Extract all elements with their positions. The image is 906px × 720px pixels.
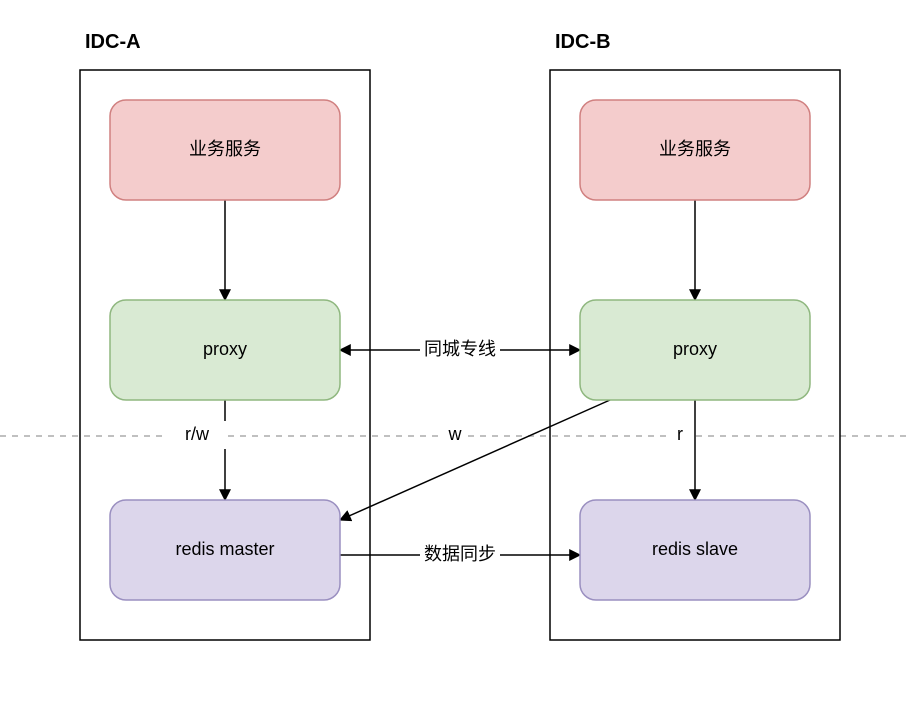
edge-label-proxy-b-redis-a: w: [448, 424, 463, 444]
node-label-redis-b: redis slave: [652, 539, 738, 559]
edge-proxy-b-redis-a: [340, 400, 610, 520]
node-label-biz-b: 业务服务: [659, 139, 731, 159]
container-title-idc-a: IDC-A: [85, 31, 141, 53]
architecture-diagram: IDC-A IDC-B 业务服务 proxy redis master 业务服务 prox…: [0, 0, 906, 720]
edge-label-proxy-a-proxy-b: 同城专线: [424, 339, 496, 359]
node-label-proxy-a: proxy: [203, 339, 247, 359]
edge-label-redis-a-redis-b: 数据同步: [424, 544, 496, 564]
node-label-biz-a: 业务服务: [189, 139, 261, 159]
edge-label-proxy-a-redis-a: r/w: [185, 424, 210, 444]
node-label-redis-a: redis master: [175, 539, 274, 559]
container-title-idc-b: IDC-B: [555, 31, 611, 53]
node-label-proxy-b: proxy: [673, 339, 717, 359]
edge-label-proxy-b-redis-b: r: [677, 424, 683, 444]
